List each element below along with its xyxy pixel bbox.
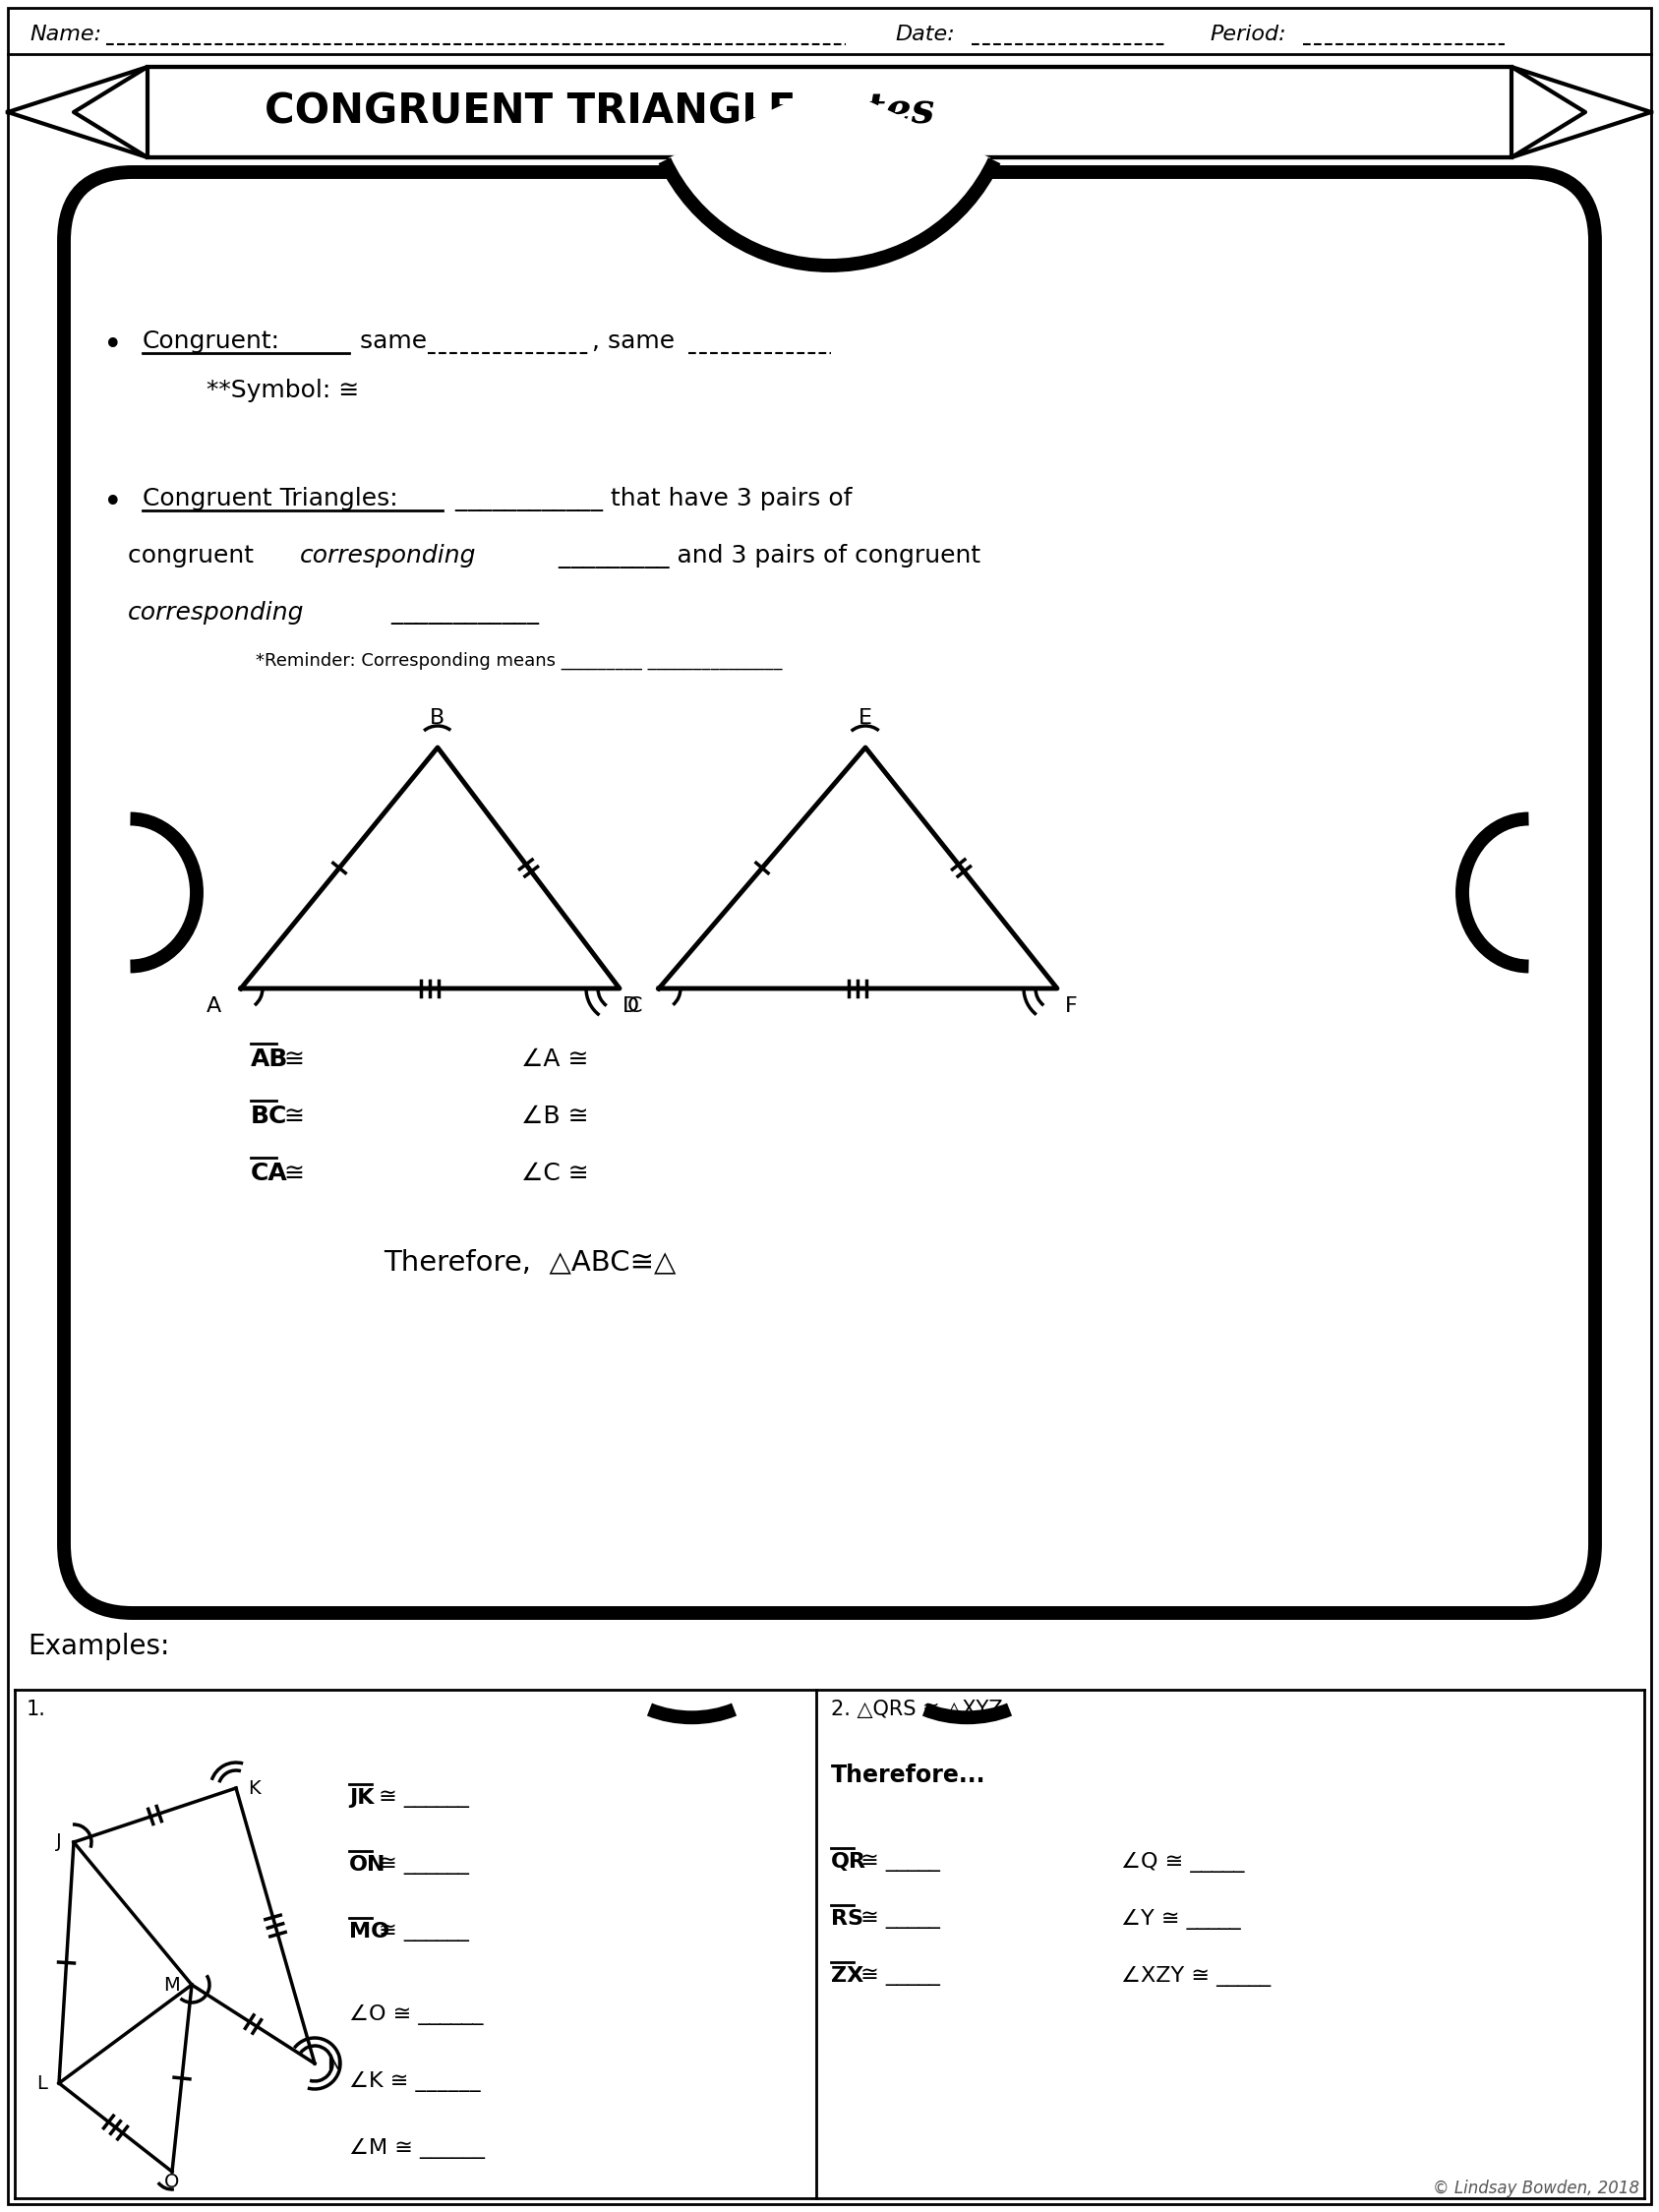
- Wedge shape: [917, 1659, 1017, 1739]
- Text: ∠A ≅: ∠A ≅: [521, 1048, 589, 1071]
- FancyBboxPatch shape: [8, 9, 1651, 2203]
- Text: ____________ that have 3 pairs of: ____________ that have 3 pairs of: [448, 487, 853, 511]
- Text: QR: QR: [831, 1851, 866, 1871]
- Text: A: A: [206, 995, 221, 1015]
- Text: K: K: [247, 1778, 260, 1798]
- Text: ≅ _____: ≅ _____: [854, 1909, 941, 1929]
- Text: ZX: ZX: [831, 1966, 864, 1986]
- Text: ∠Q ≅ _____: ∠Q ≅ _____: [1121, 1851, 1244, 1874]
- Wedge shape: [642, 1659, 742, 1739]
- Text: corresponding: corresponding: [300, 544, 476, 568]
- Text: corresponding: corresponding: [128, 602, 304, 624]
- Text: , same: , same: [592, 330, 682, 354]
- Text: Therefore...: Therefore...: [831, 1763, 985, 1787]
- Text: 2. △QRS ≅ △XYZ: 2. △QRS ≅ △XYZ: [831, 1699, 1002, 1719]
- FancyBboxPatch shape: [148, 66, 1511, 157]
- Text: *Reminder: Corresponding means _________ _______________: *Reminder: Corresponding means _________…: [255, 653, 783, 670]
- Text: ∠XZY ≅ _____: ∠XZY ≅ _____: [1121, 1966, 1271, 1986]
- Text: Therefore,  △ABC≅△: Therefore, △ABC≅△: [383, 1248, 675, 1276]
- Text: RS: RS: [831, 1909, 863, 1929]
- Wedge shape: [131, 832, 192, 953]
- Text: ≅ ______: ≅ ______: [372, 1856, 469, 1874]
- Text: AB: AB: [251, 1048, 289, 1071]
- Text: ≅ ______: ≅ ______: [372, 1787, 469, 1807]
- Text: ≅ _____: ≅ _____: [854, 1851, 941, 1871]
- Text: _________ and 3 pairs of congruent: _________ and 3 pairs of congruent: [551, 544, 980, 568]
- Text: O: O: [164, 2172, 179, 2190]
- Text: ∠C ≅: ∠C ≅: [521, 1161, 589, 1186]
- Text: N: N: [327, 2055, 340, 2073]
- Polygon shape: [1511, 66, 1651, 157]
- Text: ≅: ≅: [277, 1161, 305, 1186]
- Text: Period:: Period:: [1209, 24, 1286, 44]
- Text: ∠B ≅: ∠B ≅: [521, 1104, 589, 1128]
- Text: Congruent:: Congruent:: [143, 330, 280, 354]
- Text: ∠O ≅ ______: ∠O ≅ ______: [348, 2004, 483, 2026]
- Text: JK: JK: [348, 1787, 373, 1807]
- Text: **Symbol: ≅: **Symbol: ≅: [206, 378, 360, 403]
- Text: Name:: Name:: [30, 24, 101, 44]
- Wedge shape: [1467, 832, 1528, 953]
- Text: ON: ON: [348, 1856, 387, 1874]
- Text: Date:: Date:: [894, 24, 954, 44]
- Text: notes: notes: [810, 91, 936, 133]
- Text: ≅: ≅: [277, 1104, 305, 1128]
- Text: BC: BC: [251, 1104, 287, 1128]
- Text: L: L: [36, 2075, 46, 2093]
- Text: •: •: [103, 487, 123, 520]
- Text: J: J: [56, 1834, 61, 1851]
- Text: MO: MO: [348, 1922, 390, 1942]
- Text: Congruent Triangles:: Congruent Triangles:: [143, 487, 398, 511]
- Text: ∠K ≅ ______: ∠K ≅ ______: [348, 2070, 481, 2093]
- Text: C: C: [627, 995, 642, 1015]
- Text: CA: CA: [251, 1161, 289, 1186]
- Text: CONGRUENT TRIANGLE: CONGRUENT TRIANGLE: [264, 91, 810, 133]
- Text: ____________: ____________: [383, 602, 539, 624]
- Text: D: D: [622, 995, 639, 1015]
- Text: 1.: 1.: [27, 1699, 46, 1719]
- Text: Examples:: Examples:: [28, 1632, 169, 1661]
- Text: congruent: congruent: [128, 544, 262, 568]
- Text: same: same: [352, 330, 435, 354]
- Text: E: E: [858, 708, 873, 728]
- Text: F: F: [1065, 995, 1078, 1015]
- Text: ≅: ≅: [277, 1048, 305, 1071]
- Text: ≅ _____: ≅ _____: [854, 1966, 941, 1986]
- Text: B: B: [430, 708, 445, 728]
- Text: •: •: [103, 330, 123, 363]
- Text: ∠Y ≅ _____: ∠Y ≅ _____: [1121, 1909, 1241, 1929]
- Text: ≅ ______: ≅ ______: [372, 1922, 469, 1942]
- Wedge shape: [669, 84, 990, 261]
- Text: ∠M ≅ ______: ∠M ≅ ______: [348, 2139, 484, 2159]
- Text: © Lindsay Bowden, 2018: © Lindsay Bowden, 2018: [1433, 2179, 1639, 2197]
- Polygon shape: [8, 66, 148, 157]
- Text: M: M: [164, 1975, 179, 1995]
